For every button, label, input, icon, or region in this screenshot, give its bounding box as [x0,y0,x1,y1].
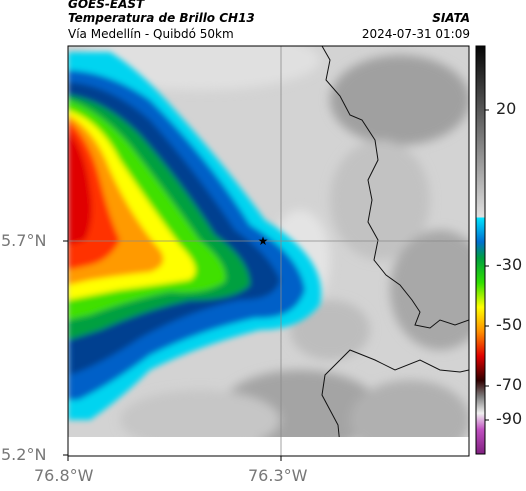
location-label: Vía Medellín - Quibdó 50km [68,27,234,41]
map-frame [67,45,470,457]
colorbar-tick-label: -50 [496,315,523,334]
map-image [68,46,469,456]
star-icon: ★ [258,234,269,248]
colorbar-tick-label: -70 [496,375,523,394]
lon-tick-label: 76.8°W [34,466,94,485]
organization-label: SIATA [432,11,470,25]
product-subtitle: Temperatura de Brillo CH13 [68,11,255,25]
lon-tick-label: 76.3°W [248,466,308,485]
colorbar-tick-label: 20 [496,99,517,118]
product-title: GOES-EAST [68,0,145,11]
colorbar [475,45,486,455]
lat-tick-label: 5.7°N [1,231,47,250]
lat-tick-label: 5.2°N [1,445,47,464]
timestamp-label: 2024-07-31 01:09 [361,27,470,41]
colorbar-tick-label: -30 [496,255,523,274]
colorbar-tick-label: -90 [496,409,523,428]
